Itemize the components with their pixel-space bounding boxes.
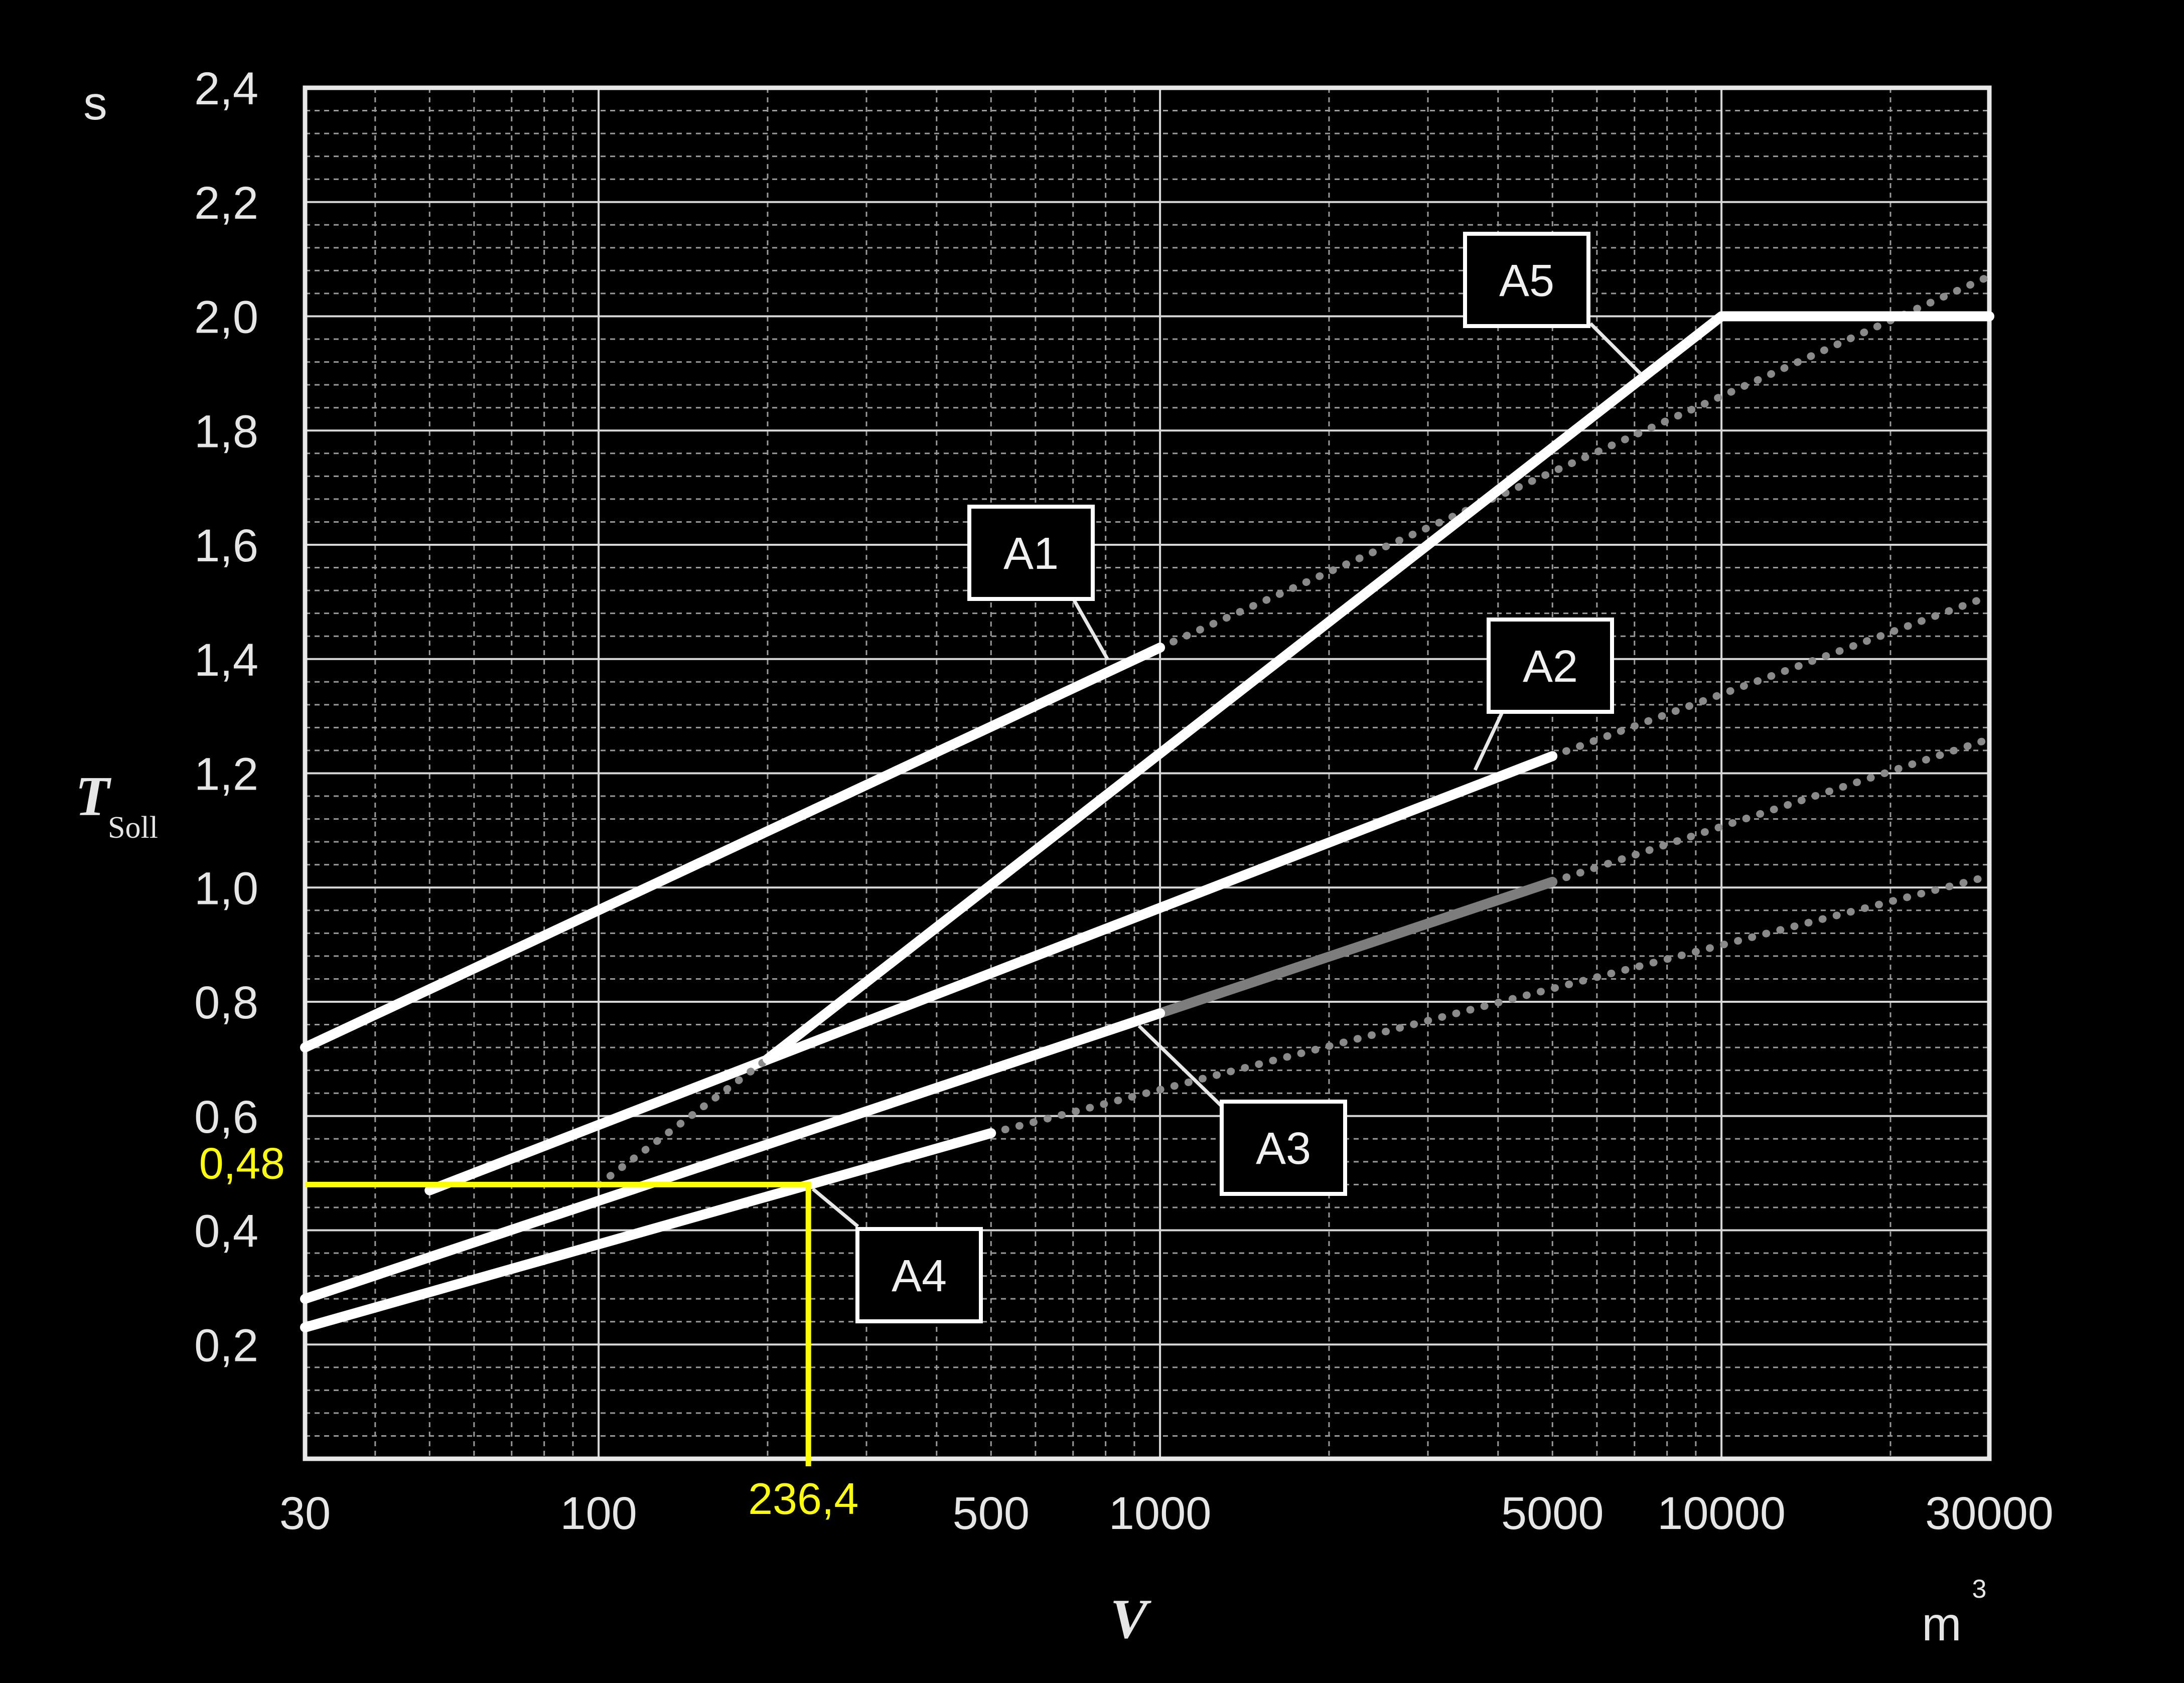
x-unit-superscript: 3: [1972, 1575, 1987, 1604]
series-a5-line: [763, 311, 1994, 1064]
series-a2-dotted-line: [1548, 592, 1993, 760]
y-tick-label: 0,2: [194, 1320, 258, 1371]
y-tick-label: 2,0: [194, 292, 258, 343]
series: [300, 272, 1994, 1333]
callout-a3-box: [1220, 1100, 1347, 1196]
series-a3-grey-line: [1155, 876, 1558, 1018]
x-unit-label: m: [1922, 1598, 1961, 1651]
x-axis-title: V: [1110, 1588, 1152, 1650]
callout-a1-leader: [1072, 598, 1110, 661]
callout-a3-label: A3: [1256, 1124, 1311, 1174]
series-a4-dotted-line: [987, 872, 1993, 1137]
callouts: A1 A2 A3 A4 A5: [811, 232, 1642, 1323]
y-tick-label: 1,6: [194, 520, 258, 571]
callout-a5-leader: [1589, 322, 1642, 375]
series-a1-line: [300, 643, 1166, 1053]
highlight-x-label: 236,4: [748, 1474, 858, 1523]
callout-a5-box: [1463, 232, 1590, 328]
series-a3-dotted-line: [1548, 735, 1993, 886]
x-tick-label: 5000: [1501, 1488, 1604, 1539]
y-tick-label: 1,4: [194, 635, 258, 686]
y-tick-label: 2,2: [194, 178, 258, 229]
callout-a4-label: A4: [892, 1251, 947, 1301]
highlight-y-label: 0,48: [199, 1138, 285, 1188]
y-tick-label: 2,4: [194, 63, 258, 114]
series-a5-dotted-line: [595, 1055, 772, 1188]
y-tick-label: 0,6: [194, 1092, 258, 1143]
y-tick-label: 0,8: [194, 977, 258, 1028]
highlight: 236,4 0,48: [199, 1138, 859, 1523]
y-tick-label: 0,4: [194, 1206, 258, 1257]
plot-frame: [303, 85, 1992, 1461]
x-tick-label: 30: [279, 1488, 331, 1539]
x-tick-label: 500: [952, 1488, 1030, 1539]
callout-a1-label: A1: [1003, 529, 1059, 579]
callout-a3-leader: [1137, 1024, 1226, 1110]
callout-a2-box: [1487, 618, 1614, 714]
callout-a2-label: A2: [1523, 642, 1578, 692]
y-tick-label: 1,8: [194, 406, 258, 457]
y-tick-label: 1,0: [194, 863, 258, 914]
callout-a4-box: [855, 1227, 983, 1323]
y-axis-title: T: [75, 766, 112, 828]
callout-a1-box: [967, 505, 1095, 601]
y-unit-label: s: [83, 77, 107, 130]
axis-labels: s T Soll V m 3 0,2 0,4 0,6 0,8 1,0 1,2 1,4 1,6 1…: [75, 63, 2054, 1651]
x-tick-label: 30000: [1925, 1488, 2054, 1539]
y-tick-label: 1,2: [194, 749, 258, 800]
callout-a2-leader: [1473, 710, 1505, 771]
series-a4-line: [300, 1128, 996, 1333]
series-a1-dotted-line: [1156, 272, 1993, 652]
x-tick-label: 1000: [1109, 1488, 1212, 1539]
callout-a4-leader: [811, 1187, 859, 1228]
highlight-reading-lines: [305, 1181, 811, 1459]
series-a2-line: [424, 751, 1558, 1195]
x-tick-label: 10000: [1657, 1488, 1786, 1539]
x-tick-label: 100: [560, 1488, 637, 1539]
callout-a5-label: A5: [1499, 256, 1554, 306]
series-a3-line: [300, 1008, 1166, 1304]
y-axis-title-subscript: Soll: [108, 811, 158, 845]
